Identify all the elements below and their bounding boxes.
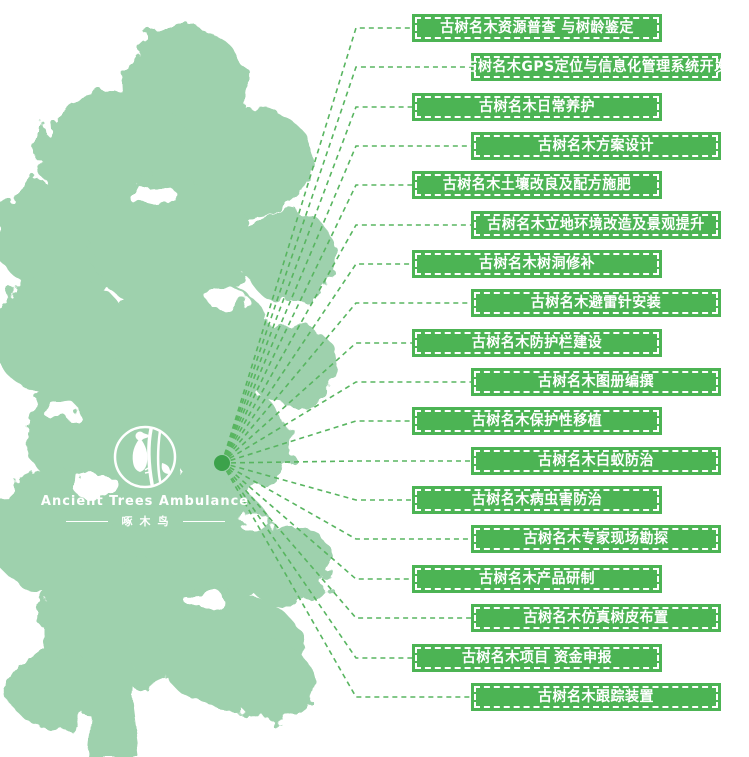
service-label: 古树名木方案设计: [471, 132, 721, 160]
service-label-text: 古树名木项目 资金申报: [461, 650, 613, 666]
hub-dot: [214, 455, 230, 471]
service-label-text: 古树名木避雷针安装: [530, 295, 662, 311]
connector-line: [221, 462, 471, 540]
logo-title: Ancient Trees Ambulance: [40, 494, 250, 509]
service-label: 古树名木项目 资金申报: [412, 644, 662, 672]
foliage-blob: [8, 652, 108, 728]
foliage-blob: [26, 360, 198, 504]
connector-line: [221, 460, 471, 464]
connector-line: [221, 342, 412, 464]
foliage-gap: [128, 183, 176, 207]
foliage-gap: [208, 289, 248, 311]
subtitle-rule-right: [182, 520, 225, 522]
service-label-text: 古树名木GPS定位与信息化管理系统开发: [463, 59, 729, 75]
connector-line: [221, 381, 471, 464]
service-label-text: 古树名木仿真树皮布置: [523, 610, 669, 626]
connector-line: [221, 184, 412, 464]
service-label-text: 古树名木产品研制: [479, 571, 595, 587]
foliage-gap: [42, 400, 78, 420]
subtitle-rule-left: [65, 520, 108, 522]
service-label-text: 古树名木跟踪装置: [538, 689, 654, 705]
service-label: 古树名木GPS定位与信息化管理系统开发: [463, 53, 728, 81]
service-label-text: 古树名木立地环境改造及景观提升: [487, 217, 705, 233]
service-label: 古树名木仿真树皮布置: [471, 604, 721, 632]
connector-line: [221, 224, 471, 464]
tree-canopy: [0, 27, 337, 728]
woodpecker-icon: [113, 425, 177, 489]
ancient-trees-ambulance-logo: Ancient Trees Ambulance 啄木鸟: [22, 422, 268, 529]
connector-line: [221, 145, 471, 464]
service-label-text: 古树名木保护性移植: [471, 413, 603, 429]
service-label: 古树名木图册编撰: [471, 368, 721, 396]
tree-trunk: [86, 634, 139, 757]
service-label: 古树名木避雷针安装: [471, 289, 721, 317]
service-label: 古树名木跟踪装置: [471, 683, 721, 711]
connector-line: [221, 462, 471, 619]
service-label: 古树名木日常养护: [412, 93, 662, 121]
service-label-text: 古树名木专家现场勘探: [523, 531, 669, 547]
foliage-blob: [174, 388, 290, 496]
service-label-text: 古树名木病虫害防治: [471, 492, 603, 508]
service-label: 古树名木白蚁防治: [471, 447, 721, 475]
foliage-gap: [71, 473, 119, 497]
service-label-text: 古树名木白蚁防治: [538, 453, 654, 469]
connector-line: [221, 106, 412, 464]
foliage-blob: [242, 523, 334, 607]
foliage-blob: [230, 644, 314, 720]
trunk-shape: [86, 634, 139, 757]
service-label: 古树名木病虫害防治: [412, 486, 662, 514]
service-label-text: 古树名木树洞修补: [479, 256, 595, 272]
service-label: 古树名木树洞修补: [412, 250, 662, 278]
service-label: 古树名木立地环境改造及景观提升: [471, 211, 721, 239]
service-label-text: 古树名木资源普查 与树龄鉴定: [440, 20, 634, 36]
service-label-text: 古树名木方案设计: [538, 138, 654, 154]
service-label: 古树名木防护栏建设: [412, 329, 662, 357]
connector-line: [221, 420, 412, 464]
connector-line: [221, 302, 471, 464]
connector-line: [221, 462, 412, 659]
service-label-text: 古树名木图册编撰: [538, 374, 654, 390]
foliage-blob: [240, 209, 336, 301]
foliage-gap: [185, 589, 225, 611]
service-label: 古树名木保护性移植: [412, 407, 662, 435]
foliage-gap: [236, 511, 268, 529]
service-label-text: 古树名木土壤改良及配方施肥: [442, 177, 632, 193]
connector-line: [221, 462, 471, 698]
logo-subtitle: 啄木鸟: [121, 515, 176, 528]
logo-subtitle-row: 啄木鸟: [22, 513, 268, 529]
service-label: 古树名木土壤改良及配方施肥: [412, 171, 662, 199]
service-label: 古树名木专家现场勘探: [471, 525, 721, 553]
connector-line: [221, 66, 471, 464]
foliage-blob: [177, 105, 313, 215]
foliage-blob: [247, 323, 337, 407]
connector-line: [221, 462, 412, 501]
service-label: 古树名木资源普查 与树龄鉴定: [412, 14, 662, 42]
service-label-text: 古树名木日常养护: [479, 99, 595, 115]
connector-lines: [221, 27, 471, 698]
service-label: 古树名木产品研制: [412, 565, 662, 593]
service-label-text: 古树名木防护栏建设: [471, 335, 603, 351]
